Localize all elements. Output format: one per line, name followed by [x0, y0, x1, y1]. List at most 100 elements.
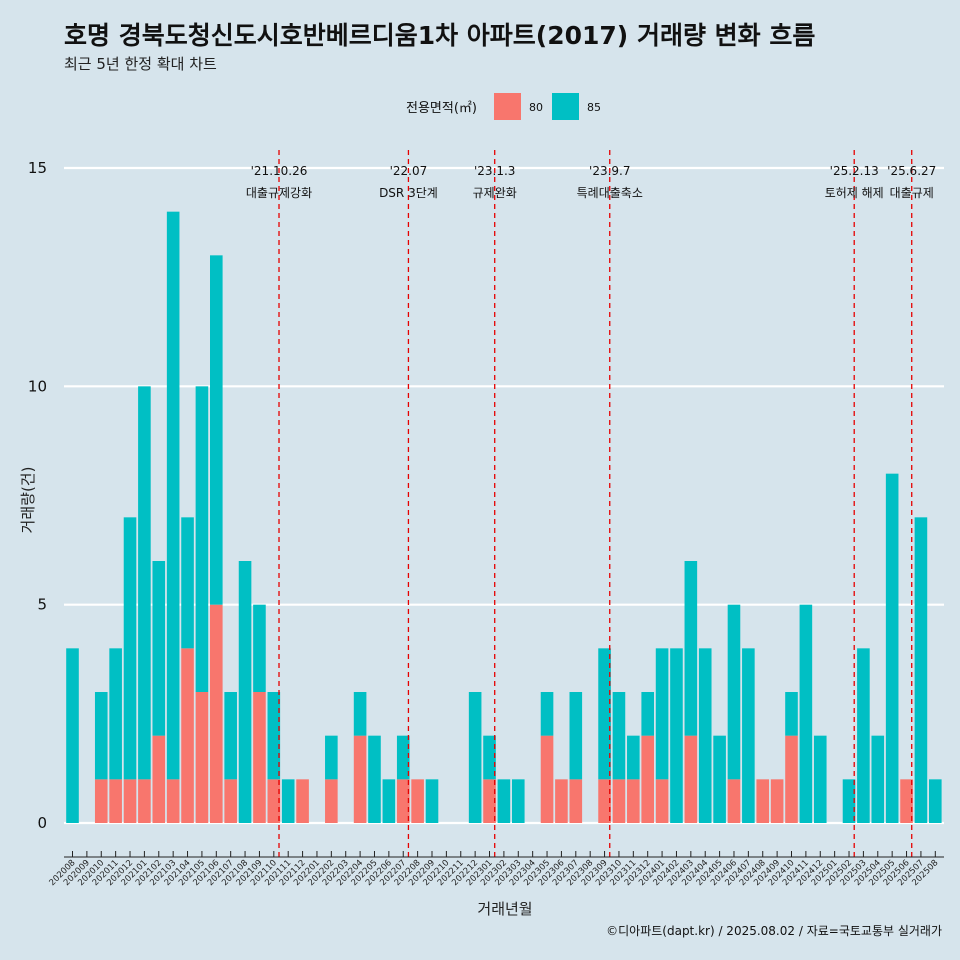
bar-85-202411 — [799, 604, 813, 823]
bar-80-202208 — [411, 779, 424, 823]
bar-80-202105 — [195, 692, 209, 823]
y-axis-label: 거래량(건) — [19, 467, 37, 534]
bar-85-202302 — [497, 779, 511, 823]
legend-label-85: 85 — [587, 101, 601, 114]
bar-80-202011 — [109, 779, 122, 823]
bar-85-202101 — [138, 386, 151, 780]
bar-85-202410 — [785, 692, 798, 736]
y-tick-label-15: 15 — [28, 159, 47, 177]
event-label-2: 규제완화 — [473, 186, 517, 200]
bar-85-202504 — [871, 735, 885, 823]
bar-85-202311 — [627, 735, 640, 780]
bars — [66, 211, 942, 823]
bar-85-202202 — [325, 735, 338, 780]
bar-85-202108 — [238, 561, 252, 823]
event-date-1: '22.07 — [390, 164, 428, 178]
bar-85-202103 — [166, 211, 180, 780]
x-axis: 2020082020092020102020112020122021012021… — [48, 851, 944, 888]
bar-85-202110 — [267, 692, 281, 780]
event-label-5: 대출규제 — [890, 186, 934, 200]
bar-85-202312 — [641, 692, 654, 736]
bar-80-202410 — [785, 735, 798, 823]
bar-85-202307 — [569, 692, 583, 780]
bar-85-202305 — [540, 692, 554, 736]
legend-swatch-85 — [552, 93, 579, 120]
bar-85-202106 — [210, 255, 223, 605]
bar-85-202310 — [612, 692, 626, 780]
event-date-4: '25.2.13 — [830, 164, 879, 178]
event-label-1: DSR 3단계 — [379, 186, 438, 200]
bar-85-202407 — [742, 648, 755, 823]
x-axis-label: 거래년월 — [477, 900, 532, 918]
bar-85-202011 — [109, 648, 122, 780]
bar-85-202401 — [655, 648, 669, 780]
bar-80-202408 — [756, 779, 770, 823]
bar-85-202207 — [396, 735, 410, 780]
y-tick-label-10: 10 — [28, 377, 47, 395]
bar-80-202311 — [627, 779, 640, 823]
bar-85-202404 — [698, 648, 712, 823]
bar-80-202401 — [655, 779, 669, 823]
y-tick-label-0: 0 — [37, 814, 47, 832]
event-label-4: 토허제 해제 — [825, 186, 884, 200]
bar-80-202403 — [684, 735, 698, 823]
chart-title: 호명 경북도청신도시호반베르디움1차 아파트(2017) 거래량 변화 흐름 — [64, 21, 815, 50]
bar-85-202505 — [885, 473, 899, 823]
event-label-3: 특례대출축소 — [577, 186, 643, 200]
bar-80-202109 — [253, 692, 266, 823]
bar-85-202303 — [511, 779, 525, 823]
bar-80-202306 — [555, 779, 568, 823]
bar-85-202102 — [152, 561, 166, 736]
event-label-0: 대출규제강화 — [246, 186, 312, 200]
bar-85-202206 — [382, 779, 396, 823]
bar-85-202405 — [713, 735, 726, 823]
bar-85-202503 — [857, 648, 870, 823]
bar-85-202012 — [123, 517, 137, 780]
bar-85-202402 — [670, 648, 683, 823]
bar-85-202109 — [253, 604, 266, 692]
legend-swatch-80 — [494, 93, 521, 120]
bar-85-202301 — [483, 735, 496, 780]
bar-80-202010 — [94, 779, 108, 823]
event-markers: '21.10.26 대출규제강화 '22.07 DSR 3단계 '23.1.3 규제완화 '… — [246, 150, 936, 857]
bar-80-202106 — [210, 604, 223, 823]
event-date-2: '23.1.3 — [474, 164, 515, 178]
bar-80-202310 — [612, 779, 626, 823]
bar-80-202207 — [396, 779, 410, 823]
bar-85-202507 — [914, 517, 928, 823]
bar-85-202502 — [842, 779, 856, 823]
bar-80-202312 — [641, 735, 654, 823]
bar-80-202112 — [296, 779, 309, 823]
bar-85-202508 — [929, 779, 942, 823]
bar-85-202111 — [281, 779, 295, 823]
bar-85-202104 — [181, 517, 194, 649]
chart-subtitle: 최근 5년 한정 확대 차트 — [64, 55, 217, 73]
bar-85-202403 — [684, 561, 698, 736]
bar-80-202202 — [325, 779, 338, 823]
bar-80-202506 — [900, 779, 913, 823]
bar-80-202104 — [181, 648, 194, 823]
bar-80-202012 — [123, 779, 137, 823]
bar-80-202103 — [166, 779, 180, 823]
bar-80-202102 — [152, 735, 166, 823]
bar-85-202406 — [727, 604, 741, 780]
bar-85-202412 — [813, 735, 827, 823]
bar-85-202008 — [66, 648, 79, 823]
legend-title: 전용면적(㎡) — [406, 101, 477, 116]
y-tick-label-5: 5 — [37, 596, 47, 614]
bar-85-202204 — [353, 692, 367, 736]
event-date-5: '25.6.27 — [887, 164, 936, 178]
bar-85-202309 — [598, 648, 611, 780]
bar-85-202107 — [224, 692, 237, 780]
event-date-0: '21.10.26 — [251, 164, 308, 178]
bar-80-202204 — [353, 735, 367, 823]
chart-caption: ©디아파트(dapt.kr) / 2025.08.02 / 자료=국토교통부 실… — [606, 924, 942, 938]
bar-85-202209 — [425, 779, 439, 823]
bar-80-202107 — [224, 779, 237, 823]
bar-85-202010 — [94, 692, 108, 780]
bar-85-202105 — [195, 386, 209, 692]
bar-85-202205 — [368, 735, 381, 823]
bar-80-202101 — [138, 779, 151, 823]
bar-80-202301 — [483, 779, 496, 823]
